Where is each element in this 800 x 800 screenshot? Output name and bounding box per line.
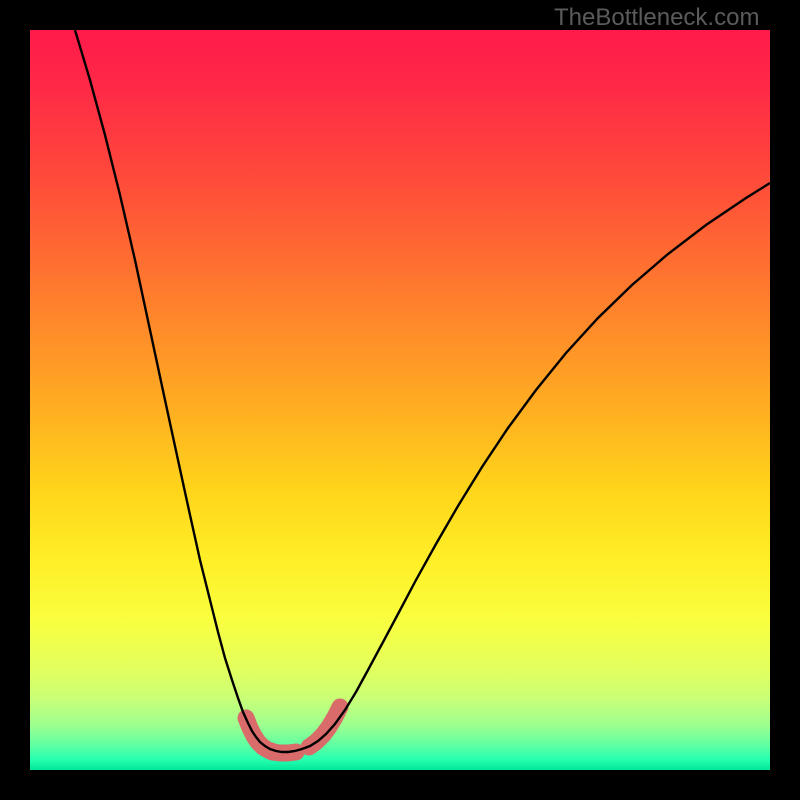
watermark-text: TheBottleneck.com bbox=[554, 4, 759, 32]
plot-border bbox=[0, 0, 800, 800]
